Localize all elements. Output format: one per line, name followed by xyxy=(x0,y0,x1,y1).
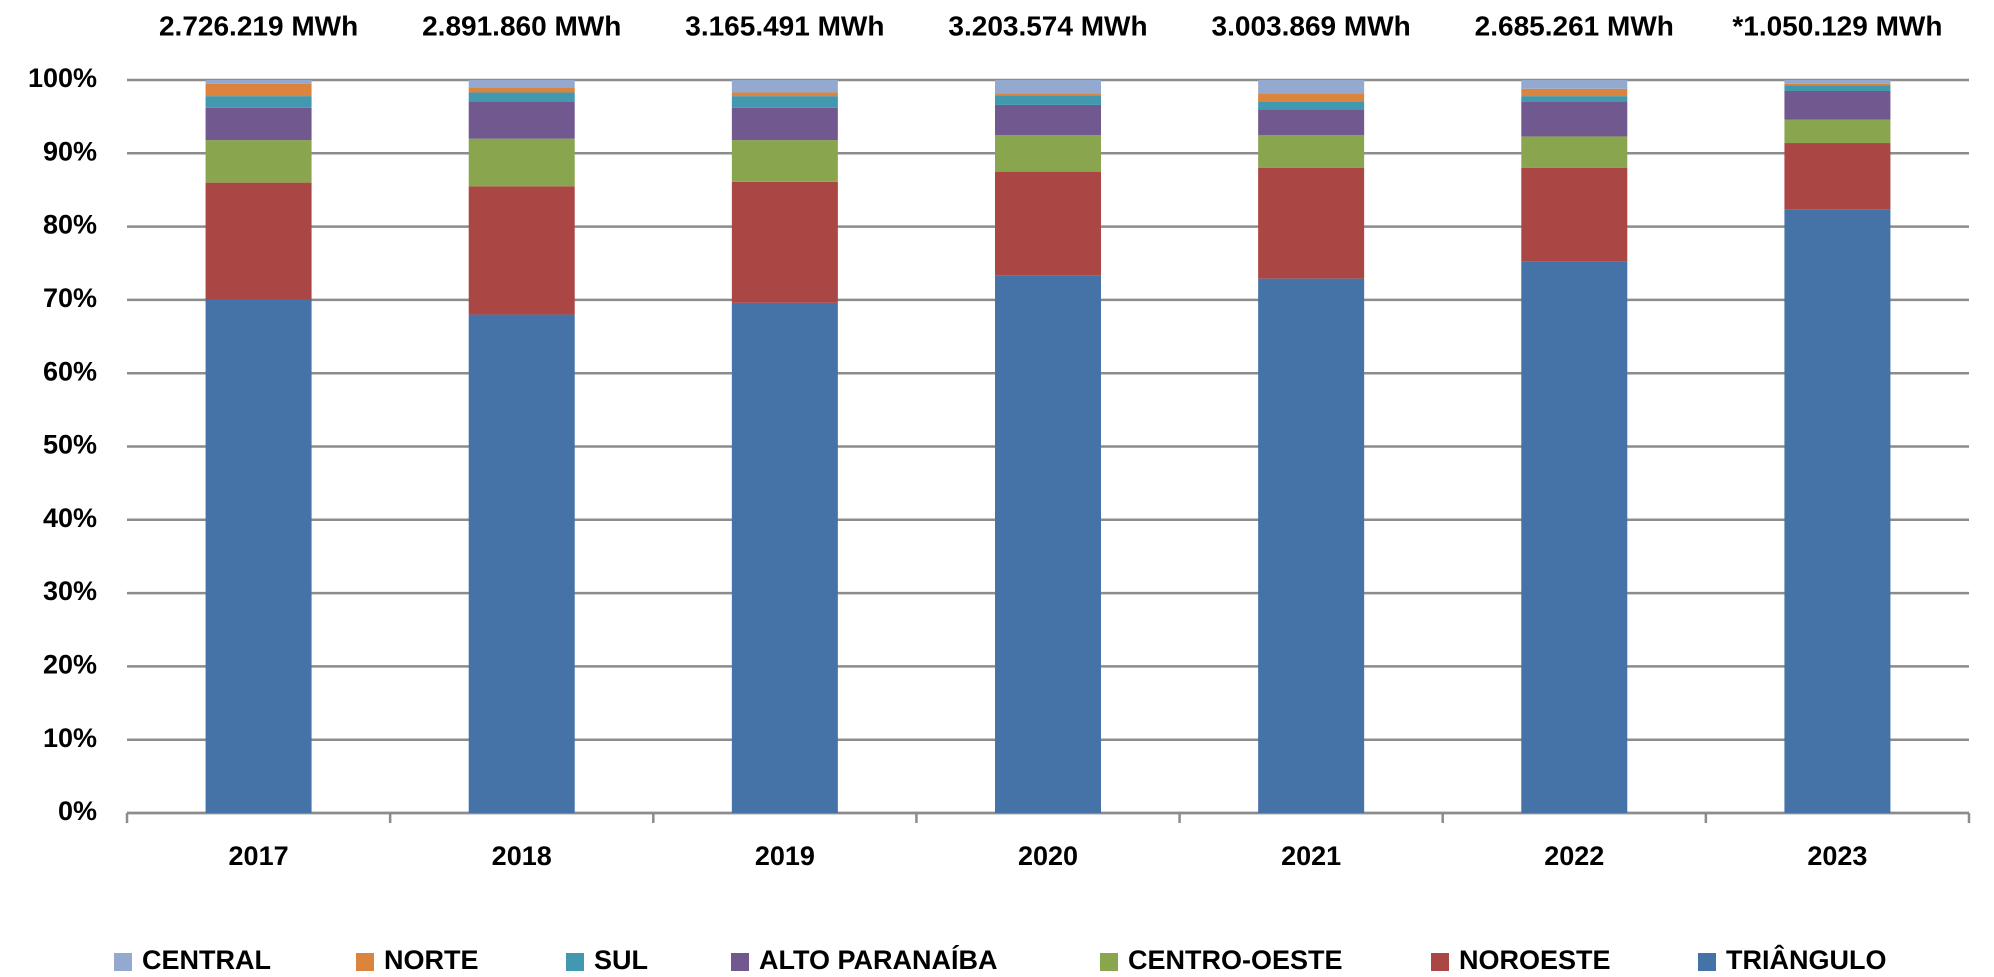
bar-segment xyxy=(468,314,575,813)
bar-segment xyxy=(1784,209,1891,814)
bar-segment xyxy=(731,107,838,141)
bar-segment xyxy=(731,302,838,813)
bar-segment xyxy=(1784,80,1891,84)
legend-label: TRIÂNGULO xyxy=(1726,944,1886,975)
bar-segment xyxy=(205,182,312,300)
annotation: 3.003.869 MWh xyxy=(1212,10,1411,41)
x-tick-label: 2019 xyxy=(755,841,815,871)
bar-segment xyxy=(731,181,838,303)
bar-segment xyxy=(1521,101,1628,137)
bar-segment xyxy=(468,186,575,315)
bar-segment xyxy=(468,87,575,93)
y-tick-label: 20% xyxy=(43,650,97,680)
legend-swatch xyxy=(114,953,132,971)
bar-segment xyxy=(1521,167,1628,262)
bar-segment xyxy=(731,80,838,93)
y-tick-label: 10% xyxy=(43,723,97,753)
x-tick-label: 2023 xyxy=(1807,841,1867,871)
bar-segment xyxy=(1258,101,1365,110)
bar-segment xyxy=(205,140,312,183)
x-tick-label: 2021 xyxy=(1281,841,1341,871)
bar-segment xyxy=(1258,134,1365,168)
legend-swatch xyxy=(356,953,374,971)
x-tick-label: 2020 xyxy=(1018,841,1078,871)
annotation: 2.685.261 MWh xyxy=(1475,10,1674,41)
bar-segment xyxy=(468,138,575,187)
annotation: 2.726.219 MWh xyxy=(159,10,358,41)
bar-segment xyxy=(1784,119,1891,144)
bar-segment xyxy=(995,80,1101,94)
bar-segment xyxy=(995,134,1101,172)
legend-label: SUL xyxy=(594,945,648,975)
bar-segment xyxy=(1521,88,1628,97)
bar-segment xyxy=(205,83,312,97)
legend-swatch xyxy=(566,953,584,971)
bar-segment xyxy=(995,104,1101,135)
bar-segment xyxy=(995,93,1101,96)
legend-label: NORTE xyxy=(384,945,479,975)
y-tick-label: 60% xyxy=(43,356,97,386)
bar-segment xyxy=(1258,93,1365,102)
bar-segment xyxy=(1784,83,1891,86)
bar-segment xyxy=(731,96,838,108)
legend-label: CENTRAL xyxy=(142,945,271,975)
annotation: 3.165.491 MWh xyxy=(685,10,884,41)
bar-segment xyxy=(1258,80,1365,94)
bar-segment xyxy=(205,80,312,84)
bar-segment xyxy=(1784,85,1891,91)
y-tick-label: 0% xyxy=(58,796,97,826)
annotation: 2.891.860 MWh xyxy=(422,10,621,41)
bar-segment xyxy=(731,140,838,182)
bar-segment xyxy=(1521,136,1628,168)
y-tick-label: 70% xyxy=(43,283,97,313)
legend-swatch xyxy=(731,953,749,971)
x-tick-label: 2017 xyxy=(229,841,289,871)
bar-segment xyxy=(995,275,1101,813)
bar-segment xyxy=(205,107,312,141)
bar-segment xyxy=(1521,80,1628,89)
y-tick-label: 40% xyxy=(43,503,97,533)
bar-segment xyxy=(1521,96,1628,102)
bar-segment xyxy=(731,92,838,97)
legend-label: NOROESTE xyxy=(1459,945,1611,975)
x-tick-label: 2018 xyxy=(492,841,552,871)
annotation: 3.203.574 MWh xyxy=(948,10,1147,41)
bar-segment xyxy=(1784,143,1891,210)
y-tick-label: 90% xyxy=(43,136,97,166)
bar-segment xyxy=(1258,167,1365,279)
bar-segment xyxy=(995,171,1101,276)
bar-segment xyxy=(1258,278,1365,813)
y-tick-label: 100% xyxy=(28,63,97,93)
y-tick-label: 80% xyxy=(43,210,97,240)
legend-swatch xyxy=(1431,953,1449,971)
bar-segment xyxy=(468,101,575,139)
bar-segment xyxy=(1258,109,1365,135)
bar-segment xyxy=(468,92,575,102)
y-tick-label: 30% xyxy=(43,576,97,606)
bar-segment xyxy=(1784,90,1891,120)
bar-segment xyxy=(205,299,312,813)
annotation: *1.050.129 MWh xyxy=(1732,10,1942,41)
bar-segment xyxy=(205,96,312,108)
legend-swatch xyxy=(1100,953,1118,971)
legend-label: CENTRO-OESTE xyxy=(1128,945,1343,975)
bar-segment xyxy=(995,95,1101,105)
bar-segment xyxy=(468,80,575,88)
bar-segment xyxy=(1521,261,1628,813)
legend-label: ALTO PARANAÍBA xyxy=(759,944,998,975)
x-tick-label: 2022 xyxy=(1544,841,1604,871)
legend-swatch xyxy=(1698,953,1716,971)
y-tick-label: 50% xyxy=(43,430,97,460)
